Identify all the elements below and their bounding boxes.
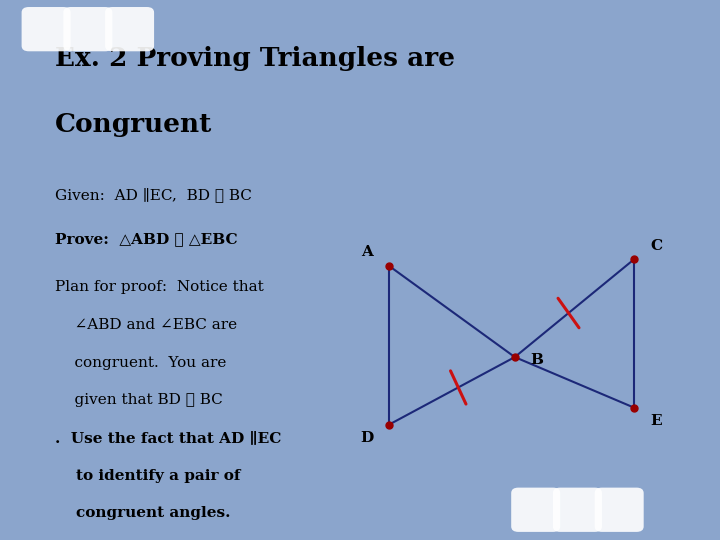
Text: congruent.  You are: congruent. You are <box>55 356 227 370</box>
Text: C: C <box>650 239 662 253</box>
Text: A: A <box>361 246 373 259</box>
Text: to identify a pair of: to identify a pair of <box>55 469 240 483</box>
Text: Congruent: Congruent <box>55 112 212 137</box>
Text: Ex. 2 Proving Triangles are: Ex. 2 Proving Triangles are <box>55 46 455 71</box>
Text: Given:  AD ∥EC,  BD ≅ BC: Given: AD ∥EC, BD ≅ BC <box>55 187 252 202</box>
Text: ∠ABD and ∠EBC are: ∠ABD and ∠EBC are <box>55 318 238 332</box>
Text: congruent angles.: congruent angles. <box>55 506 231 520</box>
Text: Plan for proof:  Notice that: Plan for proof: Notice that <box>55 280 264 294</box>
Text: B: B <box>531 354 544 367</box>
Text: given that BD ≅ BC: given that BD ≅ BC <box>55 393 223 407</box>
Text: Prove:  △ABD ≅ △EBC: Prove: △ABD ≅ △EBC <box>55 232 238 246</box>
Text: E: E <box>650 414 662 428</box>
Text: .  Use the fact that AD ∥EC: . Use the fact that AD ∥EC <box>55 431 282 445</box>
Text: D: D <box>361 431 374 445</box>
